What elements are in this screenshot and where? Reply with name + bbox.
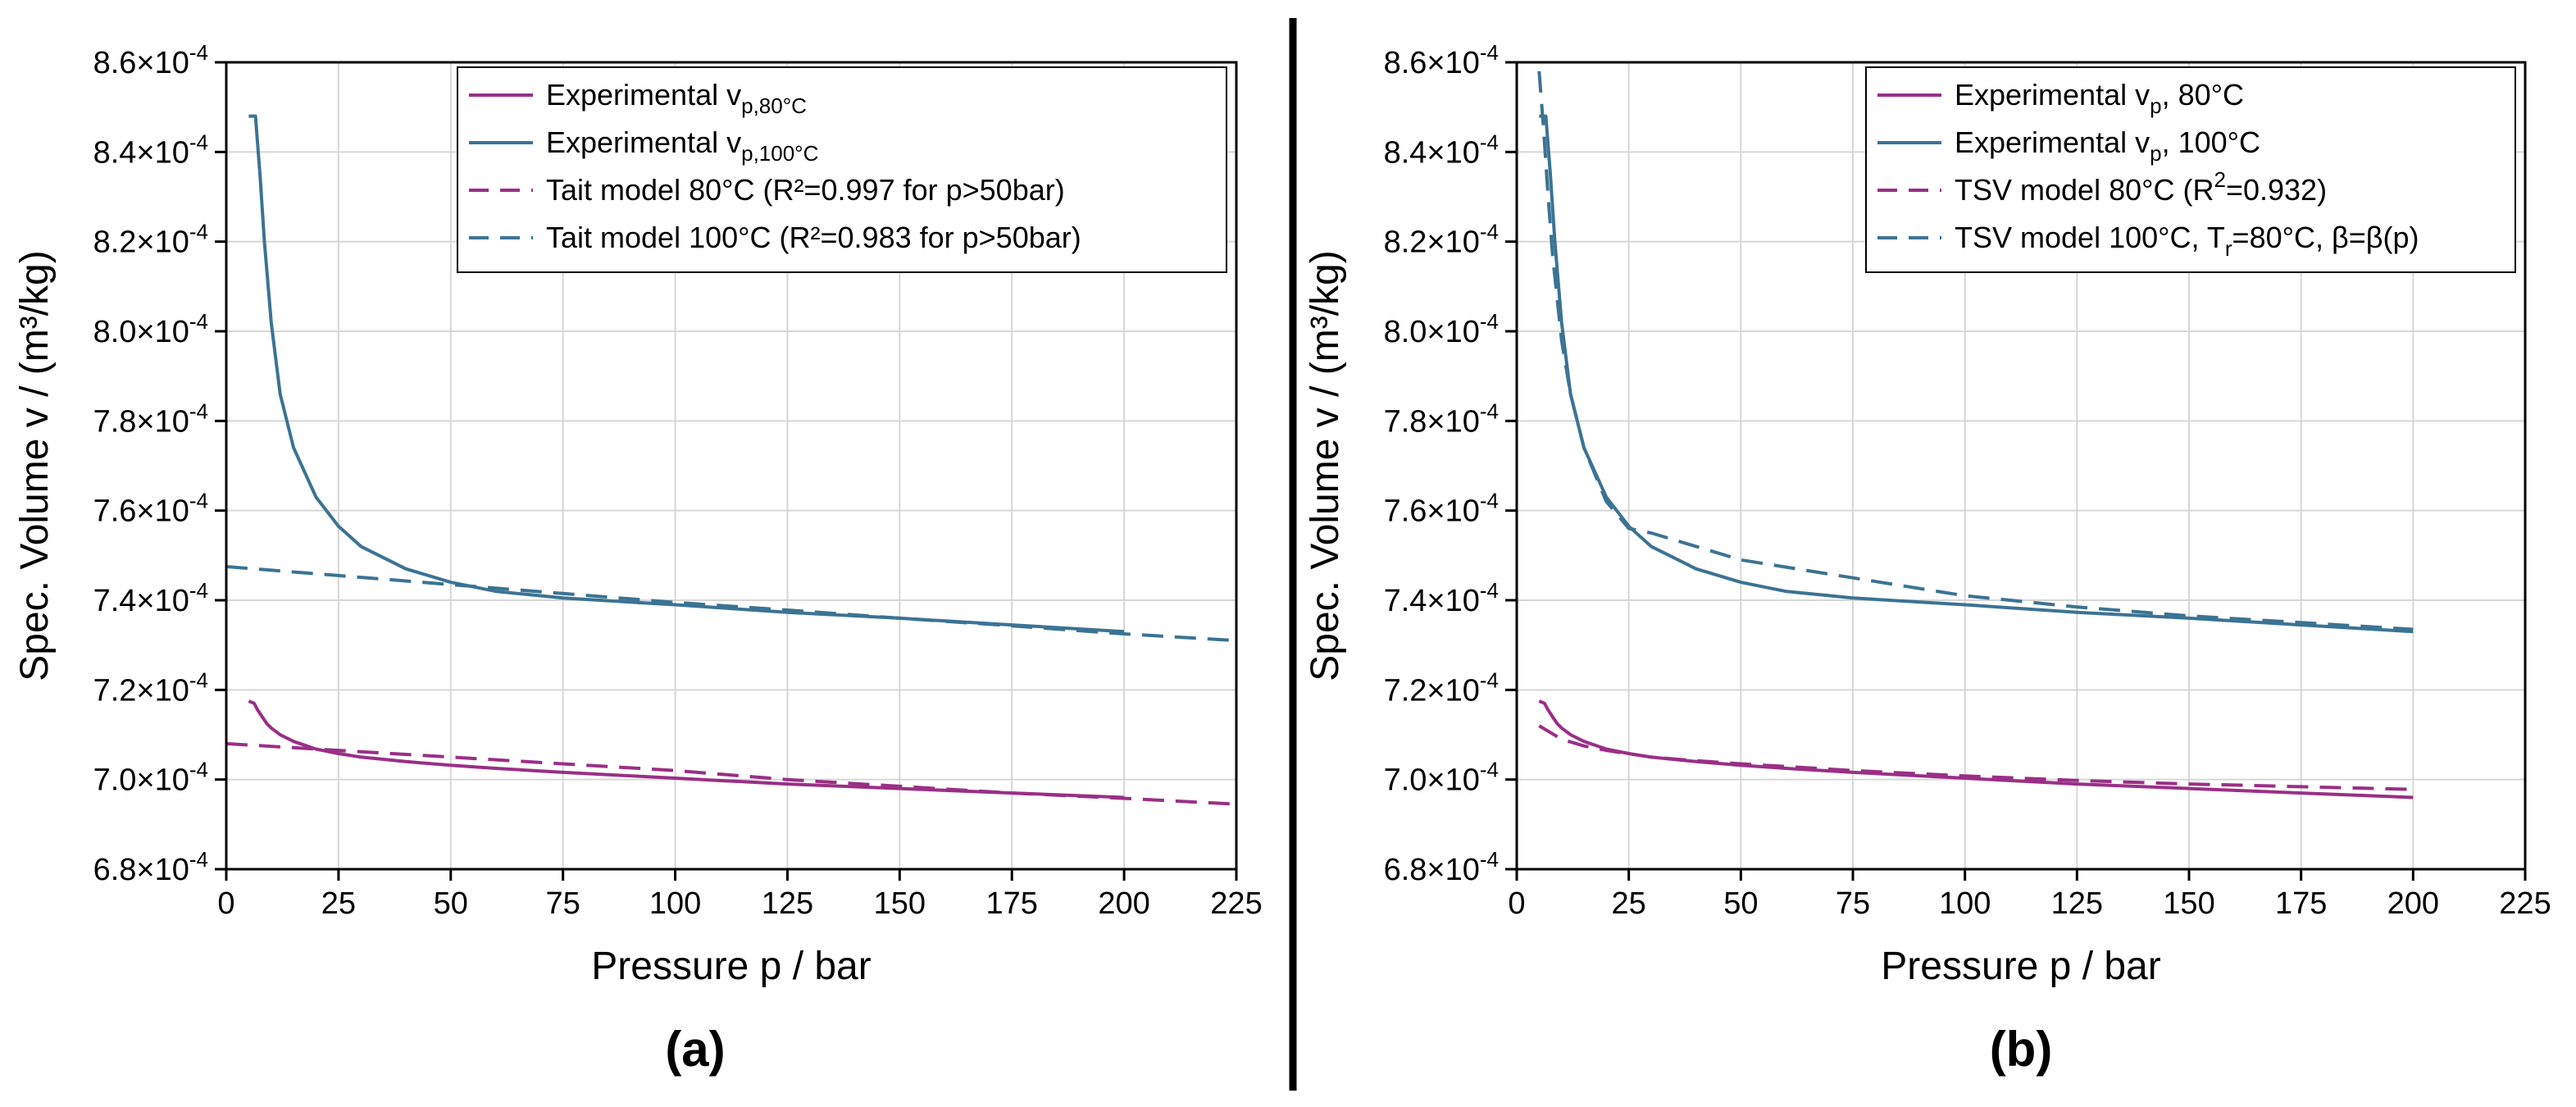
y-tick-label: 7.0×10-4: [93, 758, 208, 798]
y-tick-label: 6.8×10-4: [93, 847, 208, 887]
panel-label: (b): [1990, 1022, 2053, 1077]
x-tick-label: 200: [1098, 886, 1149, 921]
x-tick-label: 0: [217, 886, 234, 921]
y-tick-label: 8.6×10-4: [1384, 40, 1499, 80]
y-tick-label: 7.0×10-4: [1384, 758, 1499, 798]
x-tick-label: 75: [546, 886, 580, 921]
y-tick-label: 7.8×10-4: [1384, 399, 1499, 439]
y-tick-label: 8.4×10-4: [1384, 130, 1499, 170]
x-tick-label: 150: [874, 886, 926, 921]
x-tick-label: 100: [649, 886, 701, 921]
x-tick-label: 225: [2499, 886, 2551, 921]
y-tick-label: 7.6×10-4: [1384, 489, 1499, 529]
y-tick-label: 7.2×10-4: [93, 667, 208, 708]
x-tick-label: 25: [321, 886, 356, 921]
x-tick-label: 75: [1836, 886, 1870, 921]
x-tick-label: 150: [2163, 886, 2214, 921]
legend-entry: Experimental vp,100°C: [546, 125, 818, 166]
series-line-1: [1538, 699, 2414, 800]
x-tick-label: 50: [1723, 886, 1758, 921]
series-line-1: [248, 699, 1125, 800]
chart-panel-a: 0 25 50 75 100 125 150 175 200 225 6.8×10-4 7.0×10-…: [13, 40, 1263, 1077]
x-tick-label: 25: [1612, 886, 1646, 921]
x-tick-label: 175: [2275, 886, 2327, 921]
series-line-3: [225, 741, 1237, 806]
series-line-2: [248, 114, 1125, 634]
legend-box: [457, 66, 1227, 273]
y-axis-title: Spec. Volume v / (m³/kg): [13, 250, 57, 681]
plot-frame: [225, 61, 1238, 871]
chart-panel-b: 0 25 50 75 100 125 150 175 200 225 6.8×10-4 7.0×10-…: [1304, 40, 2551, 1077]
legend-entry: Experimental vp, 80°C: [1955, 78, 2244, 118]
y-tick-label: 8.0×10-4: [93, 309, 208, 349]
x-tick-label: 100: [1939, 886, 1991, 921]
plot-frame: [1515, 61, 2527, 871]
x-tick-label: 200: [2387, 886, 2439, 921]
legend-entry: TSV model 100°C, Tr=80°C, β=β(p): [1955, 221, 2419, 261]
series-line-2: [1539, 114, 2414, 634]
x-tick-label: 125: [762, 886, 813, 921]
y-tick-label: 8.0×10-4: [1384, 309, 1499, 349]
legend-box: [1865, 66, 2516, 273]
legend-entry: Experimental vp, 100°C: [1955, 125, 2260, 166]
legend-entry: Tait model 80°C (R²=0.997 for p>50bar): [546, 173, 1065, 207]
series-line-4: [1537, 71, 2414, 631]
y-tick-label: 7.6×10-4: [93, 489, 208, 529]
x-tick-label: 0: [1508, 886, 1525, 921]
x-axis-title: Pressure p / bar: [1881, 945, 2161, 988]
legend-entry: TSV model 80°C (R2=0.932): [1955, 167, 2327, 207]
series-line-3: [1538, 724, 2414, 791]
x-tick-label: 125: [2051, 886, 2103, 921]
y-tick-label: 7.8×10-4: [93, 399, 208, 439]
y-tick-label: 8.2×10-4: [93, 220, 208, 260]
y-tick-label: 6.8×10-4: [1384, 847, 1499, 887]
x-tick-label: 50: [434, 886, 468, 921]
y-tick-label: 7.4×10-4: [1384, 578, 1499, 618]
legend-entry: Tait model 100°C (R²=0.983 for p>50bar): [546, 221, 1081, 254]
y-axis-title: Spec. Volume v / (m³/kg): [1304, 250, 1347, 681]
y-tick-label: 8.4×10-4: [93, 130, 208, 170]
panel-label: (a): [665, 1022, 725, 1077]
y-tick-label: 8.6×10-4: [93, 40, 208, 80]
x-tick-label: 225: [1210, 886, 1262, 921]
y-tick-label: 8.2×10-4: [1384, 220, 1499, 260]
x-tick-label: 175: [986, 886, 1038, 921]
series-line-4: [225, 565, 1237, 643]
legend-entry: Experimental vp,80°C: [546, 78, 807, 118]
y-tick-label: 7.2×10-4: [1384, 667, 1499, 708]
y-tick-label: 7.4×10-4: [93, 578, 208, 618]
x-axis-title: Pressure p / bar: [591, 945, 872, 988]
